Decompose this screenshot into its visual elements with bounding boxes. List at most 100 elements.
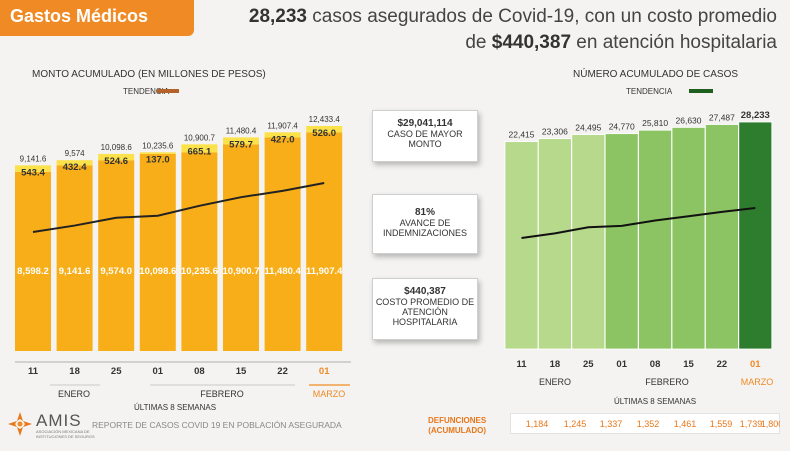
trend-line: [32, 182, 325, 233]
bar-base: [223, 144, 259, 351]
left-bar-chart: 543.4 9,141.6 8,598.2 11 432.4 9,574 9,141.6 18…: [15, 115, 351, 399]
amis-logo-icon: [8, 412, 32, 436]
total-label: 11,907.4: [267, 121, 298, 130]
headline-avg-cost: $440,387: [491, 32, 572, 53]
kpi-label: AVANCE DE INDEMNIZACIONES: [382, 218, 467, 238]
section-title: Gastos Médicos: [0, 0, 194, 36]
headline-text-2: en atención hospitalaria: [571, 32, 777, 53]
x-tick-label: 11: [28, 366, 39, 377]
value-label: 25,810: [642, 118, 668, 128]
value-label: 28,233: [741, 110, 770, 121]
bar-increment: [181, 144, 218, 153]
base-label: 10,900.7: [223, 266, 260, 277]
bar-base: [139, 153, 176, 351]
total-label: 9,574: [65, 149, 86, 158]
left-weeks-label: ÚLTIMAS 8 SEMANAS: [133, 403, 217, 412]
month-label-enero: ENERO: [539, 377, 571, 387]
bar-cases: [671, 127, 706, 350]
bar-cases: [638, 129, 672, 350]
bar-base: [181, 152, 218, 351]
right-weeks-label: ÚLTIMAS 8 SEMANAS: [613, 397, 697, 406]
deaths-label-line1: DEFUNCIONES: [428, 416, 487, 425]
month-label-marzo: MARZO: [741, 377, 774, 387]
value-label: 27,487: [709, 113, 735, 123]
kpi-label: CASO DE MAYOR MONTO: [387, 129, 463, 149]
deaths-value: 1,184: [526, 419, 549, 429]
total-label: 10,098.6: [101, 143, 133, 152]
x-tick-label: 25: [111, 366, 122, 377]
headline: 28,233 casos asegurados de Covid-19, con…: [205, 4, 777, 56]
x-tick-label: 18: [550, 359, 561, 370]
base-label: 11,907.4: [306, 266, 343, 277]
increment-label: 665.1: [188, 146, 212, 157]
deaths-value: 1,245: [564, 419, 587, 429]
total-label: 12,433.4: [309, 115, 341, 124]
value-label: 24,770: [609, 122, 635, 132]
right-legend-label: TENDENCIA: [626, 87, 673, 96]
report-caption: REPORTE DE CASOS COVID 19 EN POBLACIÓN A…: [92, 420, 342, 430]
x-tick-label: 15: [683, 359, 694, 370]
bar-increment: [98, 153, 135, 161]
base-label: 11,480.4: [264, 266, 301, 277]
kpi-box-avg-cost: $440,387 COSTO PROMEDIO DE ATENCIÓN HOSP…: [372, 278, 478, 340]
base-label: 10,098.6: [139, 266, 176, 277]
bar-cases: [705, 124, 739, 350]
increment-label: 524.6: [104, 156, 128, 167]
left-legend-label: TENDENCIA: [123, 87, 170, 96]
deaths-value: 1,739: [740, 419, 763, 429]
headline-cases: 28,233: [248, 6, 307, 27]
value-label: 23,306: [542, 127, 568, 137]
x-tick-label: 08: [194, 366, 205, 377]
bar-increment: [264, 132, 301, 138]
month-label-enero: ENERO: [58, 389, 90, 399]
value-label: 22,415: [509, 130, 535, 140]
deaths-value: 1,559: [710, 419, 733, 429]
amis-logo-text: AMIS: [36, 411, 82, 430]
total-label: 11,480.4: [226, 126, 257, 135]
bar-base: [264, 137, 301, 351]
left-chart-title: MONTO ACUMULADO (EN MILLONES DE PESOS): [32, 69, 266, 80]
increment-label: 543.4: [21, 167, 45, 178]
month-label-marzo: MARZO: [313, 389, 346, 399]
bar-increment: [306, 126, 343, 133]
right-chart-title: NÚMERO ACUMULADO DE CASOS: [573, 69, 739, 80]
bar-base: [306, 132, 343, 351]
bar-increment: [15, 165, 51, 172]
deaths-label: DEFUNCIONES (ACUMULADO): [428, 416, 486, 436]
right-bar-chart: 22,415 11 23,306 18 24,495 25 24,770 01 25,810 08…: [504, 110, 774, 387]
x-tick-label: 22: [717, 359, 728, 370]
bar-increment: [56, 160, 93, 166]
bar-base: [98, 160, 135, 351]
base-label: 9,141.6: [59, 266, 91, 277]
headline-text-1: casos asegurados de Covid-19, con un cos…: [307, 6, 777, 27]
base-label: 8,598.2: [17, 266, 49, 277]
month-label-febrero: FEBRERO: [645, 377, 689, 387]
bar-increment: [223, 137, 259, 145]
x-tick-label: 25: [583, 359, 594, 370]
x-tick-label: 15: [236, 366, 247, 377]
kpi-value: $440,387: [404, 286, 446, 297]
bar-base: [15, 171, 51, 351]
total-label: 10,235.6: [142, 141, 174, 150]
bar-cases: [538, 138, 572, 350]
x-tick-label: 01: [153, 366, 164, 377]
kpi-box-max-case: $29,041,114 CASO DE MAYOR MONTO: [372, 110, 478, 162]
x-tick-label: 11: [516, 359, 527, 370]
month-label-febrero: FEBRERO: [200, 389, 244, 399]
bar-base: [56, 165, 93, 351]
x-tick-label: 18: [69, 366, 80, 377]
x-tick-label: 01: [616, 359, 627, 370]
kpi-box-indemnity: 81% AVANCE DE INDEMNIZACIONES: [372, 194, 478, 254]
increment-label: 137.0: [146, 154, 170, 165]
total-label: 10,900.7: [184, 133, 216, 142]
deaths-values-box: [510, 413, 780, 434]
increment-label: 432.4: [63, 162, 87, 173]
value-label: 26,630: [676, 115, 702, 125]
base-label: 9,574.0: [100, 266, 132, 277]
headline-pre-2: de: [465, 32, 492, 53]
bar-cases: [504, 141, 539, 350]
bar-cases: [604, 133, 639, 350]
base-label: 10,235.6: [181, 266, 218, 277]
right-legend-swatch: [689, 89, 713, 93]
trend-line: [521, 207, 756, 239]
